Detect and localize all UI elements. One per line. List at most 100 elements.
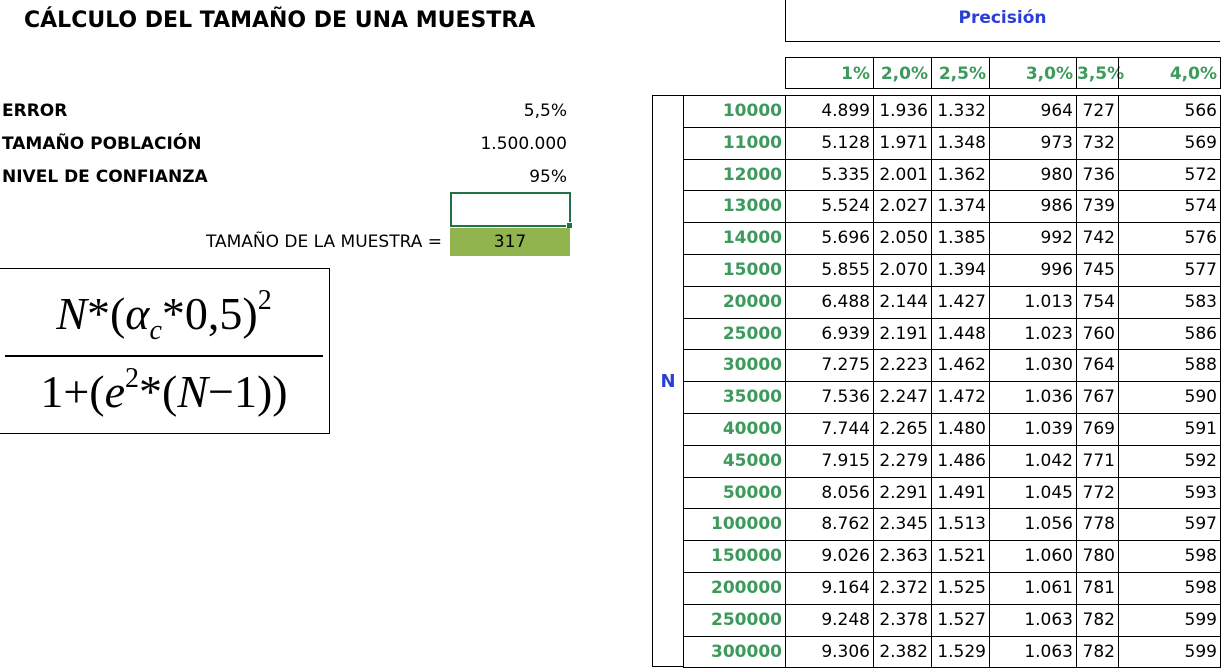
table-cell[interactable]: 2.291	[873, 476, 932, 510]
table-cell[interactable]: 769	[1076, 413, 1119, 446]
table-cell[interactable]: 782	[1076, 635, 1119, 669]
table-cell[interactable]: 591	[1118, 413, 1221, 446]
row-header[interactable]: 30000	[683, 349, 786, 383]
table-cell[interactable]: 1.063	[989, 635, 1077, 669]
param-value[interactable]: 95%	[529, 167, 567, 187]
row-header[interactable]: 150000	[683, 540, 786, 573]
table-cell[interactable]: 592	[1118, 444, 1221, 478]
table-cell[interactable]: 1.385	[931, 222, 990, 255]
table-cell[interactable]: 1.480	[931, 413, 990, 446]
table-cell[interactable]: 597	[1118, 508, 1221, 542]
table-cell[interactable]: 588	[1118, 349, 1221, 383]
table-cell[interactable]: 2.001	[873, 158, 932, 192]
table-cell[interactable]: 9.164	[785, 572, 874, 605]
table-cell[interactable]: 1.394	[931, 254, 990, 287]
param-value[interactable]: 1.500.000	[480, 134, 567, 154]
table-cell[interactable]: 742	[1076, 222, 1119, 255]
table-cell[interactable]: 7.536	[785, 381, 874, 414]
table-cell[interactable]: 1.513	[931, 508, 990, 542]
table-cell[interactable]: 7.915	[785, 444, 874, 478]
table-cell[interactable]: 2.027	[873, 190, 932, 224]
table-cell[interactable]: 9.306	[785, 635, 874, 669]
row-header[interactable]: 13000	[683, 190, 786, 224]
table-cell[interactable]: 9.248	[785, 603, 874, 637]
table-cell[interactable]: 1.448	[931, 317, 990, 351]
table-cell[interactable]: 764	[1076, 349, 1119, 383]
row-header[interactable]: 25000	[683, 317, 786, 351]
row-header[interactable]: 35000	[683, 381, 786, 414]
table-cell[interactable]: 9.026	[785, 540, 874, 573]
table-cell[interactable]: 1.374	[931, 190, 990, 224]
table-cell[interactable]: 980	[989, 158, 1077, 192]
table-cell[interactable]: 732	[1076, 126, 1119, 160]
table-cell[interactable]: 781	[1076, 572, 1119, 605]
row-header[interactable]: 200000	[683, 572, 786, 605]
table-cell[interactable]: 1.056	[989, 508, 1077, 542]
table-cell[interactable]: 8.762	[785, 508, 874, 542]
table-cell[interactable]: 6.488	[785, 285, 874, 319]
table-cell[interactable]: 754	[1076, 285, 1119, 319]
table-cell[interactable]: 1.527	[931, 603, 990, 637]
table-cell[interactable]: 2.345	[873, 508, 932, 542]
row-header[interactable]: 12000	[683, 158, 786, 192]
table-cell[interactable]: 6.939	[785, 317, 874, 351]
table-cell[interactable]: 572	[1118, 158, 1221, 192]
table-cell[interactable]: 2.223	[873, 349, 932, 383]
table-cell[interactable]: 739	[1076, 190, 1119, 224]
row-header[interactable]: 250000	[683, 603, 786, 637]
table-cell[interactable]: 1.529	[931, 635, 990, 669]
table-cell[interactable]: 1.427	[931, 285, 990, 319]
table-cell[interactable]: 5.128	[785, 126, 874, 160]
param-value[interactable]: 5,5%	[523, 101, 567, 121]
table-cell[interactable]: 996	[989, 254, 1077, 287]
table-cell[interactable]: 5.855	[785, 254, 874, 287]
table-cell[interactable]: 964	[989, 95, 1077, 128]
table-cell[interactable]: 771	[1076, 444, 1119, 478]
table-cell[interactable]: 767	[1076, 381, 1119, 414]
table-cell[interactable]: 1.042	[989, 444, 1077, 478]
table-cell[interactable]: 598	[1118, 540, 1221, 573]
table-cell[interactable]: 1.971	[873, 126, 932, 160]
table-cell[interactable]: 1.362	[931, 158, 990, 192]
table-cell[interactable]: 1.521	[931, 540, 990, 573]
table-cell[interactable]: 780	[1076, 540, 1119, 573]
table-cell[interactable]: 1.013	[989, 285, 1077, 319]
row-header[interactable]: 300000	[683, 635, 786, 669]
table-cell[interactable]: 4.899	[785, 95, 874, 128]
table-cell[interactable]: 599	[1118, 635, 1221, 669]
table-cell[interactable]: 1.023	[989, 317, 1077, 351]
table-cell[interactable]: 566	[1118, 95, 1221, 128]
table-cell[interactable]: 2.382	[873, 635, 932, 669]
table-cell[interactable]: 598	[1118, 572, 1221, 605]
table-cell[interactable]: 590	[1118, 381, 1221, 414]
row-header[interactable]: 50000	[683, 476, 786, 510]
table-cell[interactable]: 2.378	[873, 603, 932, 637]
table-cell[interactable]: 772	[1076, 476, 1119, 510]
table-cell[interactable]: 5.696	[785, 222, 874, 255]
table-cell[interactable]: 1.491	[931, 476, 990, 510]
row-header[interactable]: 100000	[683, 508, 786, 542]
row-header[interactable]: 11000	[683, 126, 786, 160]
row-header[interactable]: 14000	[683, 222, 786, 255]
table-cell[interactable]: 5.335	[785, 158, 874, 192]
table-cell[interactable]: 2.279	[873, 444, 932, 478]
table-cell[interactable]: 599	[1118, 603, 1221, 637]
table-cell[interactable]: 2.144	[873, 285, 932, 319]
table-cell[interactable]: 1.063	[989, 603, 1077, 637]
row-header[interactable]: 15000	[683, 254, 786, 287]
result-value[interactable]: 317	[450, 228, 570, 256]
row-header[interactable]: 20000	[683, 285, 786, 319]
table-cell[interactable]: 1.462	[931, 349, 990, 383]
table-cell[interactable]: 986	[989, 190, 1077, 224]
table-cell[interactable]: 745	[1076, 254, 1119, 287]
table-cell[interactable]: 1.936	[873, 95, 932, 128]
table-cell[interactable]: 1.045	[989, 476, 1077, 510]
table-cell[interactable]: 1.030	[989, 349, 1077, 383]
table-cell[interactable]: 1.039	[989, 413, 1077, 446]
table-cell[interactable]: 5.524	[785, 190, 874, 224]
table-cell[interactable]: 1.525	[931, 572, 990, 605]
table-cell[interactable]: 2.070	[873, 254, 932, 287]
table-cell[interactable]: 1.486	[931, 444, 990, 478]
table-cell[interactable]: 2.191	[873, 317, 932, 351]
table-cell[interactable]: 736	[1076, 158, 1119, 192]
